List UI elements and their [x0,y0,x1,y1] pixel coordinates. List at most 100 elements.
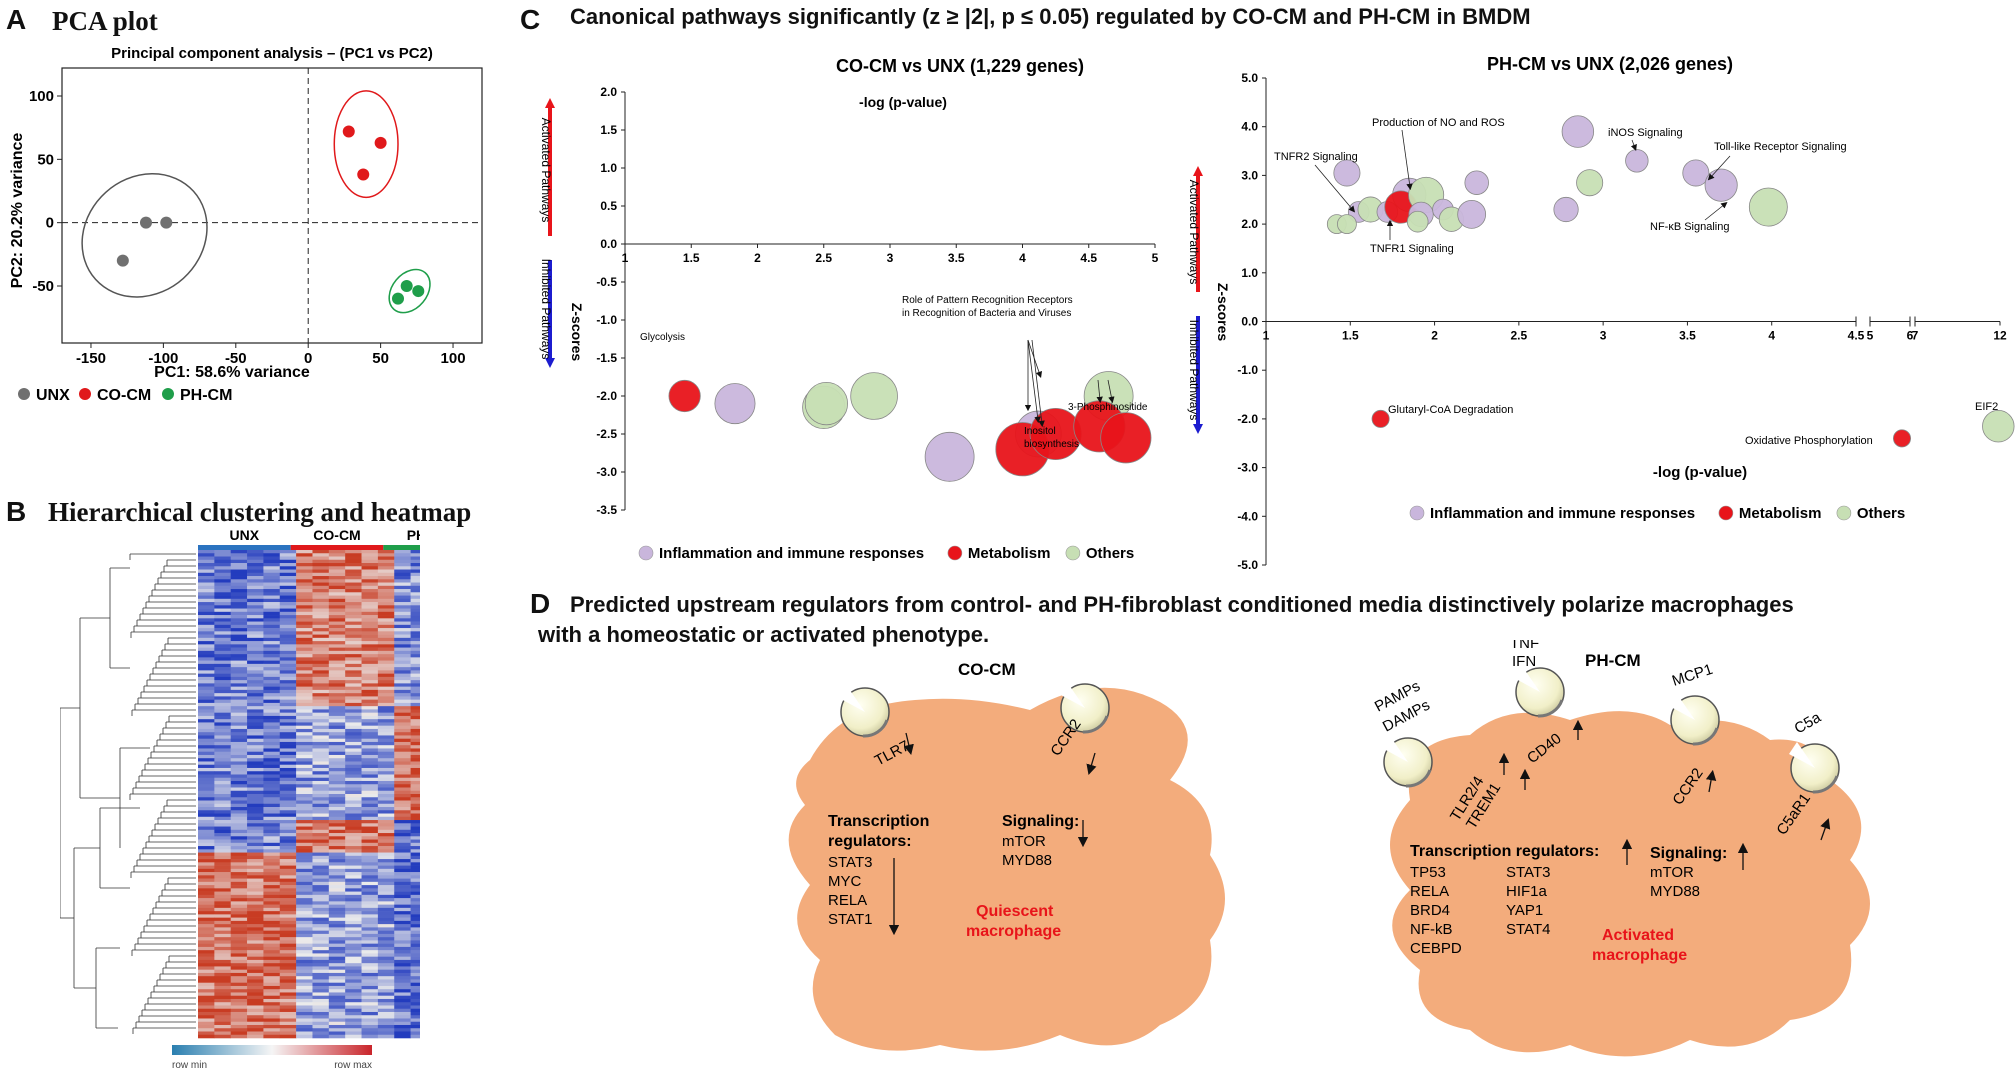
heatmap-cell [394,598,411,603]
heatmap-cell [312,979,330,983]
heatmap-cell [230,738,248,743]
heatmap-cell [345,667,362,671]
heatmap-cell [312,722,330,726]
heatmap-cell [345,875,362,879]
heatmap-cell [345,582,362,587]
heatmap-cell [377,820,395,824]
heatmap-cell [198,667,215,671]
heatmap-cell [394,585,411,590]
c5ar1-receptor-icon [1789,742,1840,794]
co-cm-annotation: Inositol [1024,426,1056,437]
ph-cm-bubble-inflammation [1464,170,1489,195]
heatmap-cell [361,943,379,948]
heatmap-cell [410,628,420,632]
heatmap-cell [214,631,232,635]
heatmap-cell [377,940,395,944]
heatmap-cell [247,917,264,922]
heatmap-cell [263,885,281,889]
heatmap-cell [410,953,420,957]
heatmap-cell [230,673,248,678]
heatmap-cell [247,794,264,798]
heatmap-dendrogram [60,553,196,1034]
heatmap-cell [328,572,346,577]
heatmap-cell [198,927,215,931]
heatmap-cell [377,663,395,668]
heatmap-cell [328,907,346,912]
heatmap-cell [198,917,215,922]
heatmap-cell [410,660,420,665]
heatmap-cell [198,904,215,909]
heatmap-cell [230,576,248,580]
heatmap-cell [247,634,264,639]
heatmap-group-label: PH-CM [407,528,420,543]
heatmap-cell [328,959,346,964]
heatmap-cell [247,813,264,818]
heatmap-cell [377,839,395,844]
heatmap-cell [263,875,281,879]
heatmap-cell [410,862,420,866]
ph-cm-tr-item: TP53 [1410,864,1446,881]
heatmap-cell [377,794,395,798]
heatmap-cell [230,1018,248,1023]
heatmap-cell [377,865,395,870]
heatmap-cell [312,777,330,782]
heatmap-cell [296,1002,313,1006]
heatmap-cell [394,738,411,743]
heatmap-cell [394,735,411,739]
ph-cm-tr-item: CEBPD [1410,940,1462,957]
heatmap-cell [312,982,330,987]
ph-cm-annotation-pointer [1707,155,1731,181]
heatmap-cell [247,602,264,606]
heatmap-cell [377,592,395,596]
dendrogram-branch [139,853,196,860]
heatmap-cell [279,585,297,590]
heatmap-cell [198,901,215,905]
heatmap-cell [230,550,248,554]
heatmap-cell [247,894,264,899]
heatmap-cell [328,969,346,974]
heatmap-cell [361,872,379,876]
ph-cm-annotation: EIF2 [1975,401,1998,413]
co-cm-x-tick-label: 1 [622,251,629,265]
heatmap-cell [328,790,346,795]
heatmap-cell [312,592,330,596]
heatmap-cell [230,943,248,948]
heatmap-cell [247,797,264,801]
heatmap-cell [263,699,281,704]
heatmap-cell [345,670,362,674]
heatmap-cell [214,816,232,821]
heatmap-cell [247,904,264,909]
heatmap-cell [279,865,297,870]
heatmap-cell [198,842,215,847]
panel-c-letter: C [520,4,541,35]
heatmap-cell [345,777,362,782]
heatmap-cell [410,732,420,736]
bubble-legend-marker [1718,505,1734,521]
heatmap-cell [345,1024,362,1029]
ph-cm-sig-label: Signaling: [1650,845,1727,862]
heatmap-cell [394,732,411,736]
heatmap-cell [263,1024,281,1029]
ph-cm-bubble-others [1982,410,2015,443]
heatmap-cell [214,670,232,674]
co-cm-title: CO-CM [958,660,1016,679]
heatmap-cell [328,553,346,557]
heatmap-cell [230,982,248,987]
heatmap-cell [198,579,215,583]
heatmap-cell [198,920,215,925]
heatmap-cell [361,927,379,931]
heatmap-cell [214,826,232,831]
heatmap-cell [328,868,346,873]
heatmap-cell [279,764,297,769]
heatmap-cell [296,634,313,639]
heatmap-cell [361,550,379,554]
bubble-legend-label: Metabolism [1739,505,1822,522]
heatmap-cell [230,979,248,983]
heatmap-cell [198,784,215,788]
heatmap-cell [361,963,379,967]
heatmap-cell [263,1018,281,1023]
macrophage-diagram: CO-CM TLR7 CCR2 Transcription regulators… [788,640,1870,1057]
heatmap-cell [263,751,281,756]
heatmap-cell [198,631,215,635]
heatmap-cell [394,914,411,918]
